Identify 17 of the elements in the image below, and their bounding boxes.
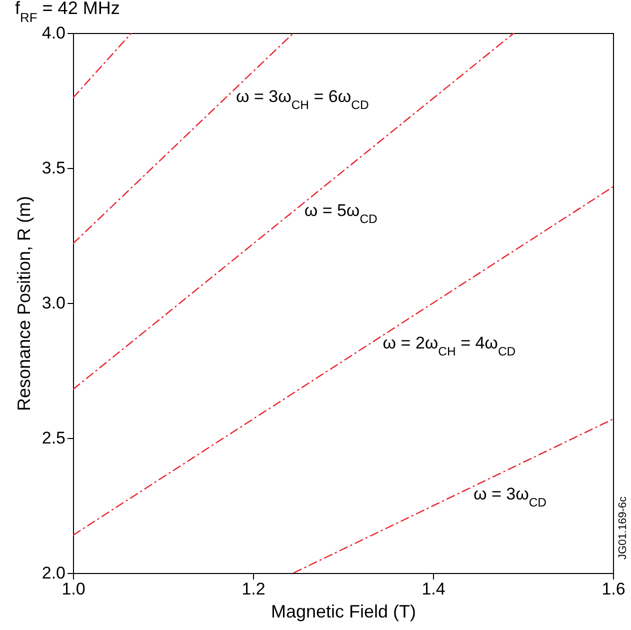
x-tick-label: 1.2 xyxy=(242,580,266,598)
series-label: ω = 3ω$_{CD}$ xyxy=(473,484,547,510)
y-tick-label: 2.0 xyxy=(42,564,66,582)
x-axis-title: Magnetic Field (T) xyxy=(270,602,416,622)
y-tick-label: 4.0 xyxy=(42,24,66,42)
chart-title: f$_{RF}$ = 42 MHz xyxy=(15,0,120,24)
y-tick-label: 3.0 xyxy=(42,294,66,312)
series-label: ω = 3ω$_{CH}$ = 6ω$_{CD}$ xyxy=(236,86,369,112)
x-tick-label: 1.0 xyxy=(62,580,86,598)
y-tick-label: 2.5 xyxy=(42,428,66,448)
x-tick-label: 1.4 xyxy=(422,580,446,598)
y-axis-title: Resonance Position, R (m) xyxy=(14,196,34,412)
text: JG01.169-6c xyxy=(617,496,629,560)
y-tick-label: 3.5 xyxy=(42,158,66,178)
x-tick-label: 1.6 xyxy=(602,580,626,598)
series-label: ω = 2ω$_{CH}$ = 4ω$_{CD}$ xyxy=(382,334,516,359)
series-label: ω = 5ω$_{CD}$ xyxy=(304,201,378,226)
